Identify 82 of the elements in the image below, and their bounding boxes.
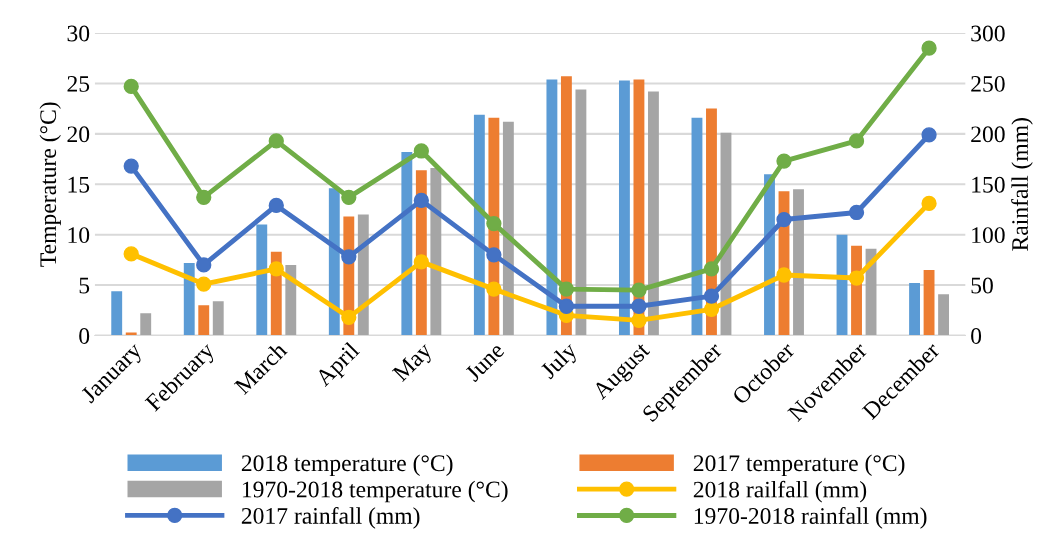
point — [631, 312, 647, 329]
bar — [212, 301, 224, 336]
point — [268, 197, 284, 214]
bar — [546, 79, 558, 336]
legend-label: 1970-2018 temperature (°C) — [242, 480, 508, 503]
point — [848, 204, 865, 221]
legend-label: 1970-2018 rainfall (mm) — [694, 507, 927, 529]
point — [413, 143, 429, 159]
bar — [502, 121, 514, 336]
point — [123, 78, 139, 95]
bar — [140, 313, 152, 336]
point — [848, 270, 865, 286]
bar — [473, 114, 485, 336]
x-tick-label: June — [464, 341, 506, 383]
point — [196, 276, 212, 292]
y-tick-label: 10 — [68, 227, 90, 244]
bar — [618, 80, 630, 336]
bar — [198, 305, 210, 336]
point — [196, 189, 212, 205]
y2-tick-label: 150 — [972, 176, 1005, 193]
point — [268, 261, 284, 277]
bar — [401, 151, 413, 336]
point — [631, 282, 647, 298]
point — [341, 309, 357, 325]
point — [776, 267, 792, 283]
bar — [111, 291, 123, 336]
bar — [648, 91, 659, 336]
y-tick-label: 0 — [79, 327, 90, 344]
y-axis-title: Temperature (°C) — [39, 102, 61, 267]
bar — [125, 332, 137, 336]
bar — [328, 188, 340, 336]
legend-label: 2018 railfall (mm) — [693, 480, 867, 503]
bar — [575, 89, 587, 336]
y2-tick-label: 50 — [971, 277, 993, 294]
y2-tick-label: 300 — [971, 25, 1005, 42]
point — [413, 254, 429, 270]
legend-label: 2018 temperature (°C) — [241, 454, 453, 476]
y2-axis-title: Rainfall (mm) — [1011, 118, 1033, 251]
bar — [183, 262, 195, 336]
bar — [793, 189, 804, 336]
y2-tick-label: 0 — [971, 327, 982, 344]
y2-tick-label: 200 — [971, 126, 1005, 143]
legend-label: 2017 rainfall (mm) — [241, 507, 420, 529]
bar — [430, 168, 442, 336]
point — [776, 211, 792, 228]
y2-tick-label: 250 — [971, 75, 1005, 92]
point — [558, 281, 575, 297]
point — [703, 261, 720, 277]
point — [486, 215, 502, 232]
point — [123, 246, 139, 262]
y-tick-label: 25 — [67, 75, 90, 92]
bar — [256, 224, 268, 336]
point — [921, 127, 937, 143]
bar — [285, 264, 297, 336]
point — [123, 158, 139, 174]
point — [921, 40, 937, 56]
y-tick-label: 15 — [68, 176, 90, 193]
point — [558, 298, 575, 314]
y-tick-label: 20 — [67, 126, 90, 143]
bar — [357, 214, 369, 336]
bar — [923, 269, 935, 336]
point — [486, 247, 502, 263]
point — [703, 288, 720, 304]
point — [196, 257, 212, 273]
point — [341, 189, 357, 205]
y-tick-label: 30 — [67, 25, 90, 42]
point — [631, 298, 647, 314]
point — [341, 249, 357, 265]
point — [413, 192, 429, 209]
y2-tick-label: 100 — [972, 227, 1005, 244]
x-tick-label: May — [391, 341, 437, 386]
bar — [938, 294, 950, 336]
x-tick-label: July — [538, 340, 582, 384]
point — [268, 133, 284, 149]
y-tick-label: 5 — [79, 277, 90, 294]
bar — [909, 283, 920, 336]
point — [703, 301, 720, 317]
point — [921, 195, 937, 212]
legend-label: 2017 temperature (°C) — [693, 454, 905, 476]
point — [848, 133, 865, 149]
point — [776, 153, 792, 169]
point — [486, 281, 502, 297]
